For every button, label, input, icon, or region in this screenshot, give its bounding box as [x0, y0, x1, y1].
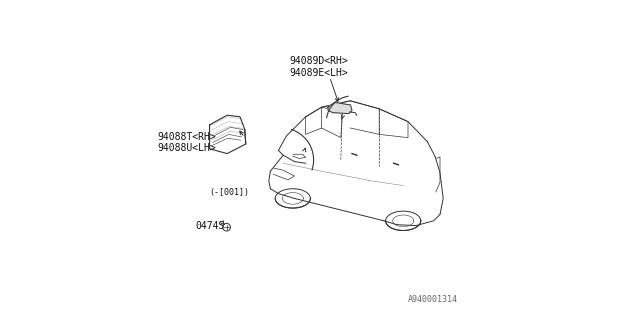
Text: (-[001]): (-[001])	[209, 188, 249, 196]
Text: A940001314: A940001314	[408, 295, 458, 304]
Text: 94089D<RH>
94089E<LH>: 94089D<RH> 94089E<LH>	[289, 56, 348, 78]
Polygon shape	[328, 102, 352, 114]
Text: 94088T<RH>
94088U<LH>: 94088T<RH> 94088U<LH>	[157, 132, 216, 153]
Text: 0474S: 0474S	[195, 220, 224, 231]
